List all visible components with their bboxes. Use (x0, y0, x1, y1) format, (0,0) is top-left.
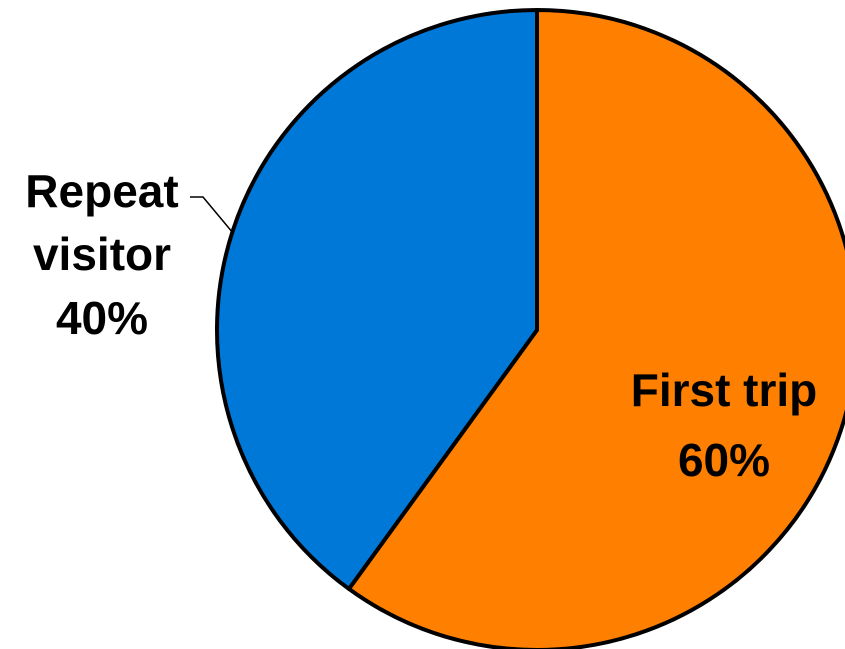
label-repeat-visitor-percent-value: 40% (56, 292, 148, 344)
label-repeat-visitor-line-1-text: Repeat (25, 165, 178, 217)
label-first-trip: First trip (631, 364, 818, 416)
leader-line-repeat-visitor (190, 196, 234, 234)
label-repeat-visitor-line-2: visitor (33, 228, 171, 280)
label-repeat-visitor-line-1: Repeat (25, 165, 178, 217)
labels-layer: First trip 60% Repeat visitor 40% (25, 165, 817, 486)
label-first-trip-percent: 60% (678, 434, 770, 486)
slice-first-trip (346, 8, 845, 649)
slice-repeat-visitor (215, 8, 539, 591)
label-repeat-visitor-line-2-text: visitor (33, 228, 171, 280)
label-repeat-visitor-percent: 40% (56, 292, 148, 344)
slices-layer (215, 8, 845, 649)
label-first-trip-percent-value: 60% (678, 434, 770, 486)
label-first-trip-name: First trip (631, 364, 818, 416)
